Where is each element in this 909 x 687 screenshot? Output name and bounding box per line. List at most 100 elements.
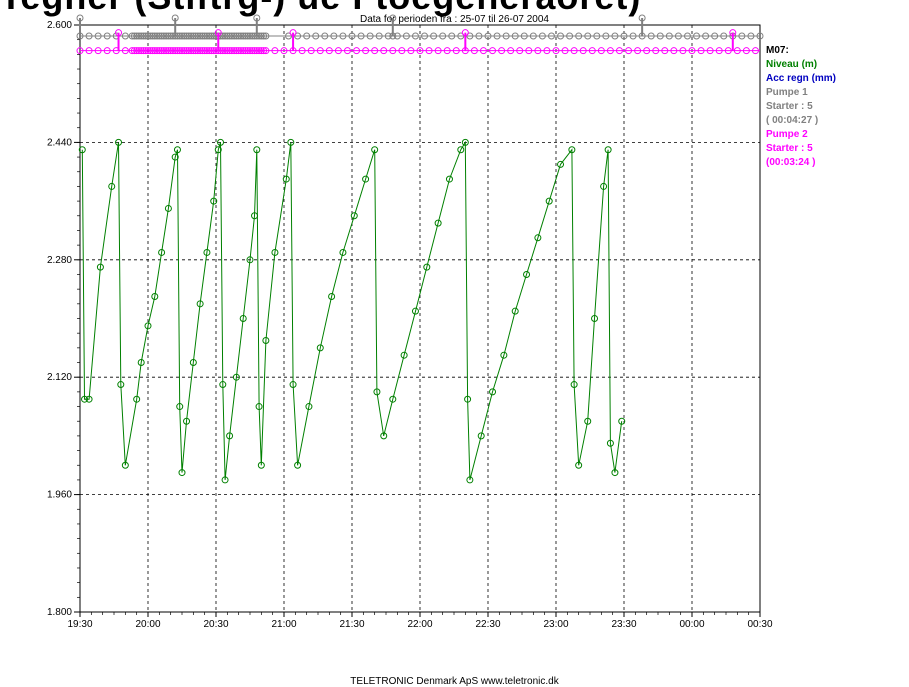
niveau-point	[232, 373, 240, 381]
pump-marker	[493, 32, 501, 40]
pump-marker	[189, 47, 197, 55]
y-tick-label: 1.800	[47, 607, 72, 618]
niveau-point	[400, 351, 408, 359]
pump-marker	[246, 47, 254, 55]
chart-axes: 1.800 1.960 2.120 2.280 2.440 2.600 19:30 20:00…	[47, 20, 773, 630]
x-tick-label: 19:30	[67, 619, 92, 630]
pump-marker	[241, 47, 249, 55]
pump-marker	[316, 47, 324, 55]
pump-marker	[167, 47, 175, 55]
pump-marker	[180, 32, 188, 40]
pump-marker	[219, 32, 227, 40]
pump-marker	[597, 47, 605, 55]
pump-marker	[307, 47, 315, 55]
pump-marker	[615, 47, 623, 55]
niveau-point	[221, 476, 229, 484]
pump-marker	[133, 47, 141, 55]
niveau-point	[251, 212, 259, 220]
pump-marker	[137, 47, 145, 55]
pump-marker	[271, 47, 279, 55]
pump-marker	[155, 47, 163, 55]
niveau-point	[226, 432, 234, 440]
pump-marker	[103, 47, 111, 55]
pump-marker	[85, 32, 93, 40]
x-tick-label: 00:30	[747, 619, 772, 630]
legend-item: Pumpe 1	[766, 87, 808, 98]
pump-start-marker	[76, 14, 84, 22]
pump-marker	[421, 32, 429, 40]
niveau-point	[81, 395, 89, 403]
pump-marker	[158, 32, 166, 40]
pump-marker	[194, 32, 202, 40]
pump-marker	[475, 32, 483, 40]
niveau-point	[328, 292, 336, 300]
pump-marker	[343, 47, 351, 55]
pump-marker	[137, 32, 145, 40]
pump-marker	[183, 47, 191, 55]
pump-marker	[742, 47, 750, 55]
pump-start-marker	[638, 14, 646, 22]
pump-marker	[312, 32, 320, 40]
pump-marker	[207, 47, 215, 55]
pump-marker	[160, 47, 168, 55]
niveau-point	[117, 381, 125, 389]
pump-marker	[94, 32, 102, 40]
pump-marker	[466, 32, 474, 40]
niveau-point	[121, 461, 129, 469]
x-tick-label: 22:00	[407, 619, 432, 630]
pump-marker	[189, 32, 197, 40]
pump-marker	[253, 47, 261, 55]
pump-marker	[498, 47, 506, 55]
x-tick-label: 21:00	[271, 619, 296, 630]
pump-marker	[196, 47, 204, 55]
niveau-point	[464, 395, 472, 403]
niveau-series	[78, 138, 626, 484]
pump-marker	[570, 47, 578, 55]
pump-marker	[205, 32, 213, 40]
pump-marker	[183, 32, 191, 40]
x-tick-label: 23:00	[543, 619, 568, 630]
niveau-point	[305, 403, 313, 411]
pump-marker	[751, 47, 759, 55]
pump-marker	[557, 32, 565, 40]
pump-start-marker	[461, 29, 469, 37]
niveau-point	[466, 476, 474, 484]
pump-marker	[679, 47, 687, 55]
niveau-point	[523, 270, 531, 278]
pump-marker	[146, 32, 154, 40]
pump-marker	[160, 32, 168, 40]
niveau-point	[604, 146, 612, 154]
pump-marker	[747, 32, 755, 40]
pump-marker	[407, 47, 415, 55]
pump-marker	[203, 47, 211, 55]
pump-marker	[235, 32, 243, 40]
pump-marker	[135, 47, 143, 55]
pump-marker	[457, 32, 465, 40]
pump-marker	[239, 47, 247, 55]
pump-marker	[538, 32, 546, 40]
legend-item: Starter : 5	[766, 143, 813, 154]
pump-marker	[230, 32, 238, 40]
pump-marker	[593, 32, 601, 40]
niveau-point	[618, 417, 626, 425]
niveau-point	[176, 403, 184, 411]
pump-marker	[237, 32, 245, 40]
pump-marker	[670, 47, 678, 55]
niveau-point	[164, 204, 172, 212]
niveau-point	[434, 219, 442, 227]
pump-marker	[661, 47, 669, 55]
pump-marker	[192, 47, 200, 55]
pump-marker	[280, 47, 288, 55]
pump-marker	[665, 32, 673, 40]
pump-marker	[357, 32, 365, 40]
y-tick-label: 2.120	[47, 372, 72, 383]
pump-marker	[201, 32, 209, 40]
pump-marker	[584, 32, 592, 40]
pump-marker	[185, 47, 193, 55]
pump-marker	[139, 47, 147, 55]
niveau-point	[316, 344, 324, 352]
niveau-point	[611, 469, 619, 477]
pump-marker	[411, 32, 419, 40]
pump-marker	[237, 47, 245, 55]
pump-marker	[121, 32, 129, 40]
